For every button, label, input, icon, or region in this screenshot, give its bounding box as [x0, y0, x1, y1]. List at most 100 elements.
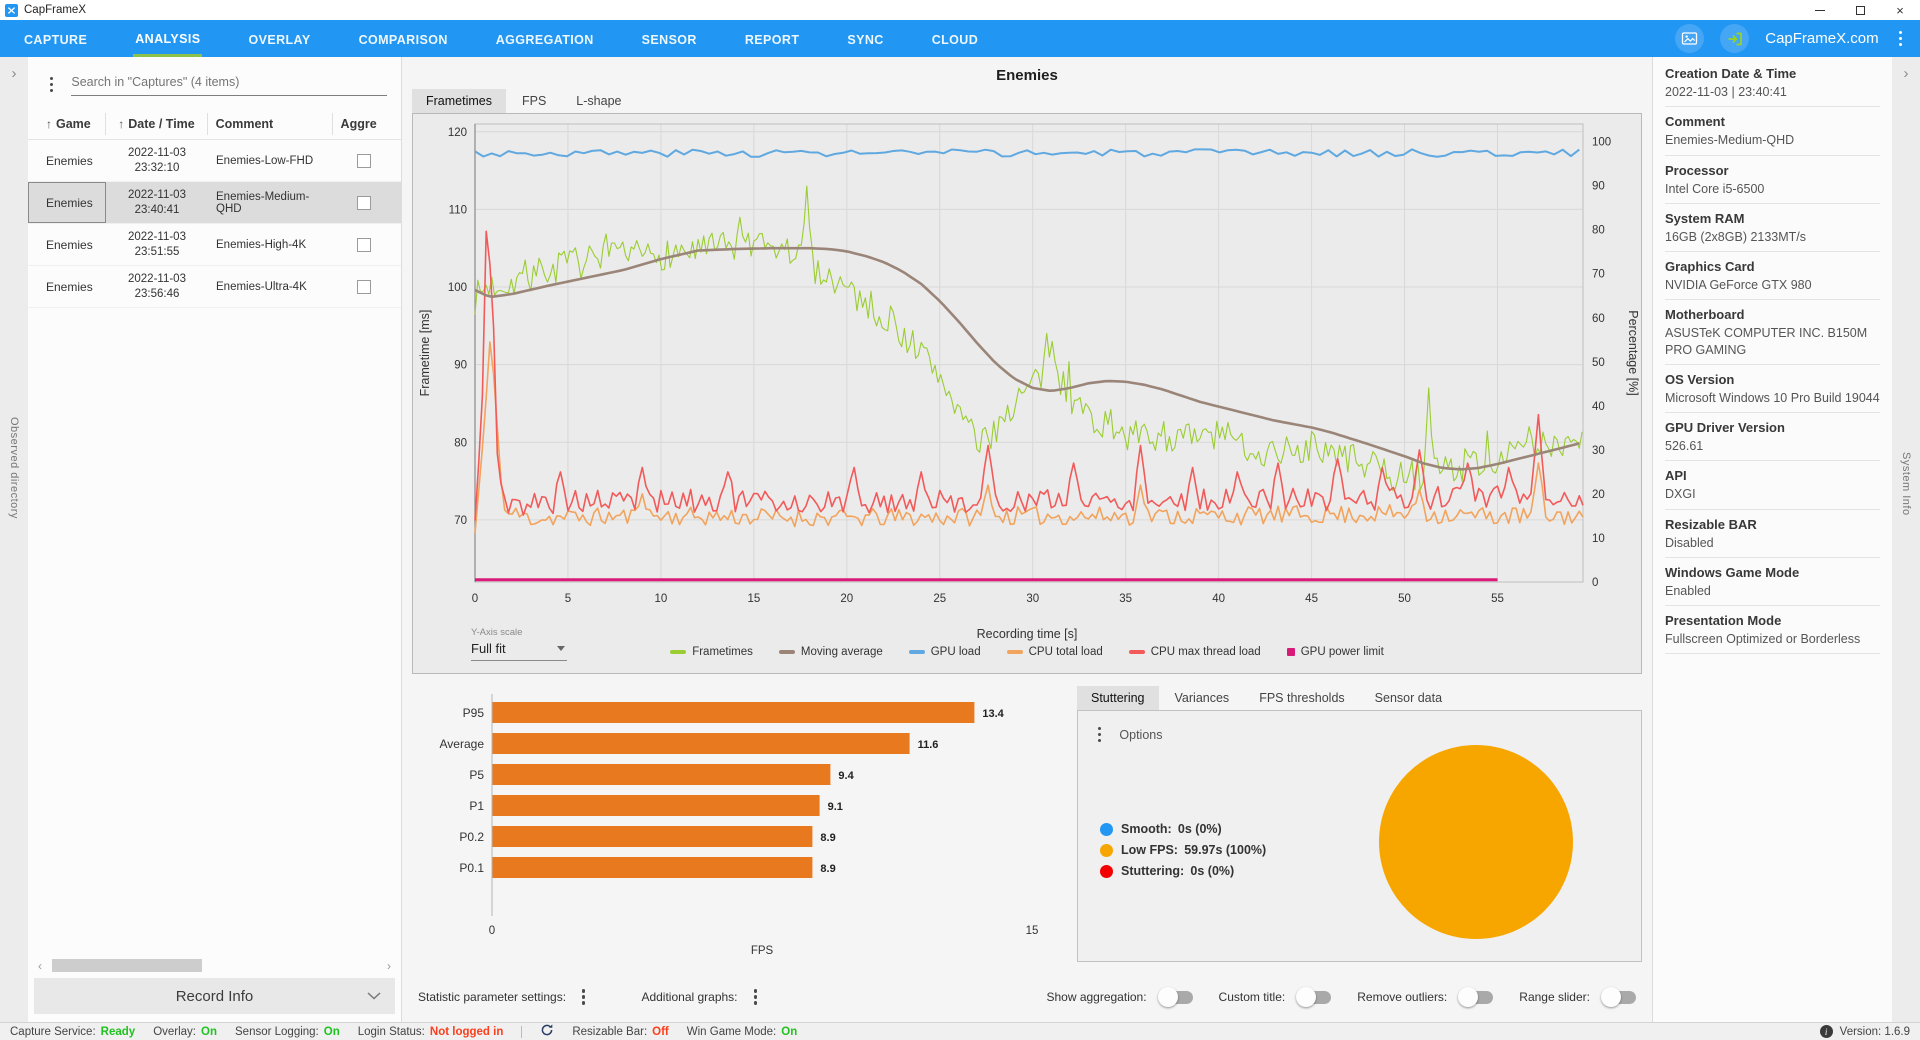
scroll-left-arrow-icon[interactable]: ‹: [38, 958, 42, 973]
login-button[interactable]: [1720, 24, 1750, 53]
status-value: Off: [652, 1025, 669, 1038]
percentile-bar-chart: P95 13.4 Average 11.6 P5 9.4 P1 9.1 P0.2 8.9 P0.1 8…: [440, 694, 1038, 957]
yaxis-scale-dropdown[interactable]: Y-Axis scale Full fit: [471, 627, 567, 661]
sort-ascending-icon: ↑: [118, 116, 125, 131]
toggle-thumb: [1458, 987, 1479, 1007]
nav-tab-aggregation[interactable]: AGGREGATION: [495, 33, 594, 47]
svg-text:FPS: FPS: [751, 945, 774, 957]
system-info-label: Processor: [1665, 162, 1729, 178]
legend-swatch: [778, 650, 795, 654]
legend-item-cpu-total-load: CPU total load: [1006, 646, 1103, 658]
system-info-entry: Processor Intel Core i5-6500: [1665, 156, 1880, 204]
nav-tab-analysis[interactable]: ANALYSIS: [133, 20, 203, 57]
refresh-icon[interactable]: [540, 1023, 554, 1040]
system-info-value: ASUSTeK COMPUTER INC. B150M PRO GAMING: [1665, 326, 1868, 357]
legend-label: GPU power limit: [1300, 646, 1384, 658]
capture-aggregate-cell: [334, 153, 394, 168]
toggle-remove-outliers: Remove outliers:: [1357, 987, 1494, 1007]
aggregate-checkbox[interactable]: [357, 195, 371, 210]
status-value: On: [323, 1025, 340, 1038]
search-input[interactable]: [71, 73, 387, 97]
screenshot-button[interactable]: [1675, 24, 1705, 53]
column-header-aggre[interactable]: Aggre: [331, 112, 401, 135]
toggle-switch[interactable]: [1296, 987, 1332, 1007]
system-info-value: 2022-11-03 | 23:40:41: [1665, 85, 1787, 99]
system-info-value: Disabled: [1665, 535, 1714, 550]
aggregate-checkbox[interactable]: [357, 237, 371, 252]
frametime-chart[interactable]: 70 80 90 100 110 120 0 10 20 30 40 50 60 70 80 90 100 0 5 1…: [413, 114, 1641, 620]
capture-row[interactable]: Enemies 2022-11-03 23:51:55 Enemies-High-4K: [28, 224, 401, 267]
close-button[interactable]: ×: [1896, 2, 1904, 18]
system-info-label: API: [1665, 468, 1687, 484]
status-divider: [521, 1025, 523, 1038]
scrollbar-thumb[interactable]: [52, 959, 202, 972]
system-info-label: System Info: [1900, 452, 1912, 516]
nav-tab-comparison[interactable]: COMPARISON: [358, 33, 448, 47]
aggregate-checkbox[interactable]: [357, 279, 371, 294]
svg-text:35: 35: [1119, 593, 1132, 605]
column-header-date-time[interactable]: ↑ Date / Time: [105, 112, 206, 135]
nav-tab-sync[interactable]: SYNC: [847, 33, 884, 47]
captures-menu-button[interactable]: [46, 73, 57, 96]
kebab-menu-icon[interactable]: [750, 985, 761, 1008]
left-rail: › Observed directory: [0, 57, 28, 1022]
frametime-chart-card: 70 80 90 100 110 120 0 10 20 30 40 50 60 70 80 90 100 0 5 1…: [412, 113, 1642, 674]
expand-left-panel-chevron[interactable]: ›: [11, 65, 17, 82]
version-label: Version: 1.6.9: [1839, 1025, 1910, 1038]
svg-text:Average: Average: [440, 737, 485, 751]
system-info-value: Microsoft Windows 10 Pro Build 19044: [1665, 390, 1880, 405]
nav-tab-capture[interactable]: CAPTURE: [24, 33, 88, 47]
toggle-switch[interactable]: [1601, 987, 1636, 1007]
svg-text:13.4: 13.4: [982, 708, 1004, 720]
column-label: Comment: [215, 116, 274, 131]
tab-fps[interactable]: FPS: [521, 94, 547, 108]
record-info-expander[interactable]: Record Info: [34, 978, 395, 1014]
tab-sensor-data[interactable]: Sensor data: [1374, 691, 1443, 705]
aggregate-checkbox[interactable]: [357, 153, 371, 168]
svg-text:100: 100: [448, 282, 467, 294]
status-label: Win Game Mode:: [686, 1025, 777, 1038]
nav-tab-sensor[interactable]: SENSOR: [641, 33, 697, 47]
tab-frametimes[interactable]: Frametimes: [412, 89, 506, 113]
capture-row[interactable]: Enemies 2022-11-03 23:56:46 Enemies-Ultra-4…: [28, 266, 401, 309]
tab-stuttering[interactable]: Stuttering: [1077, 686, 1159, 710]
scroll-right-arrow-icon[interactable]: ›: [387, 958, 391, 973]
system-info-label: System RAM: [1665, 210, 1745, 226]
column-header-comment[interactable]: Comment: [206, 112, 332, 135]
capture-row[interactable]: Enemies 2022-11-03 23:40:41 Enemies-Medium-…: [28, 182, 401, 225]
tab-l-shape[interactable]: L-shape: [576, 94, 622, 108]
status-value: Not logged in: [429, 1025, 504, 1038]
captures-table-header: ↑ Game ↑ Date / Time Comment Aggre: [28, 108, 401, 141]
kebab-menu-icon[interactable]: [578, 985, 589, 1008]
stutter-legend-item-stuttering: Stuttering: 0s (0%): [1100, 864, 1266, 878]
toggle-switch[interactable]: [1157, 987, 1193, 1007]
status-label: Sensor Logging:: [235, 1025, 319, 1038]
horizontal-scrollbar[interactable]: ‹ ›: [32, 957, 397, 974]
capture-row[interactable]: Enemies 2022-11-03 23:32:10 Enemies-Low-FHD: [28, 140, 401, 183]
xaxis-title: Recording time [s]: [976, 627, 1078, 641]
svg-text:9.1: 9.1: [828, 801, 843, 813]
toggle-switch[interactable]: [1458, 987, 1494, 1007]
toggle-label: Show aggregation:: [1046, 990, 1147, 1004]
capture-comment-cell: Enemies-High-4K: [216, 238, 307, 251]
legend-label: CPU max thread load: [1150, 646, 1261, 658]
maximize-button[interactable]: [1840, 0, 1880, 20]
status-label: Overlay:: [153, 1025, 197, 1038]
navbar-menu-button[interactable]: [1895, 27, 1906, 50]
column-header-game[interactable]: ↑ Game: [28, 113, 105, 135]
svg-text:100: 100: [1592, 137, 1611, 149]
nav-tab-overlay[interactable]: OVERLAY: [248, 33, 311, 47]
tab-variances[interactable]: Variances: [1174, 691, 1230, 705]
nav-tab-cloud[interactable]: CLOUD: [931, 33, 979, 47]
stuttering-panel: Stuttering Variances FPS thresholds Sensor …: [1077, 686, 1642, 967]
nav-tab-report[interactable]: REPORT: [744, 33, 800, 47]
legend-swatch: [1128, 650, 1145, 654]
expand-system-info-chevron[interactable]: ›: [1903, 65, 1909, 82]
tab-fps-thresholds[interactable]: FPS thresholds: [1259, 691, 1345, 705]
site-link[interactable]: CapFrameX.com: [1765, 30, 1879, 47]
captures-panel: ↑Game↑Date / Time Comment Aggre Enemies202…: [28, 57, 402, 1022]
svg-text:40: 40: [1212, 593, 1225, 605]
minimize-button[interactable]: [1800, 0, 1840, 20]
stuttering-options-button[interactable]: [1094, 723, 1105, 746]
toggle-range-slider: Range slider:: [1519, 987, 1636, 1007]
